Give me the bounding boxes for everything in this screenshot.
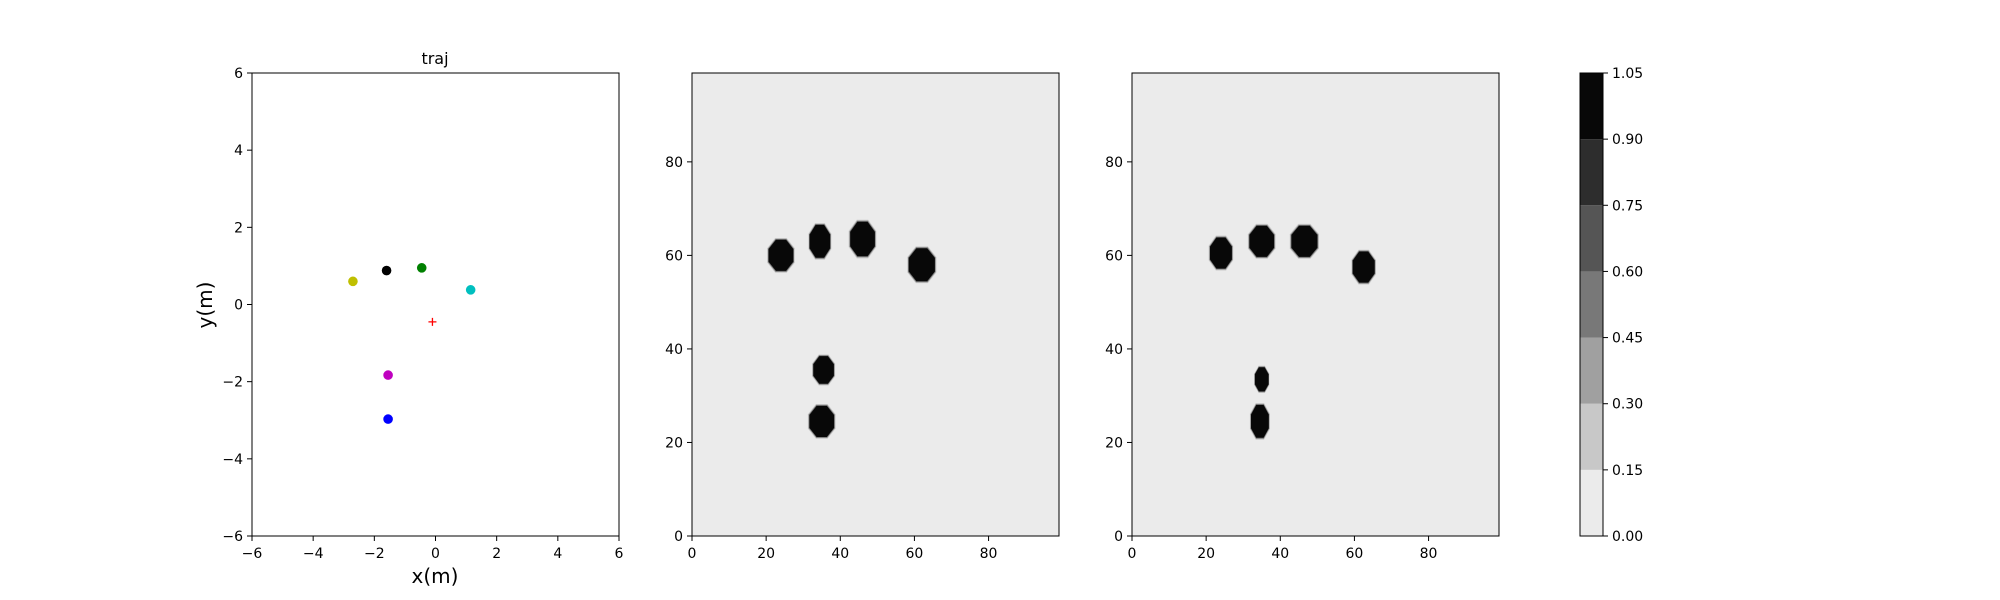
traj-ytick: −4 [222,452,243,468]
trajectory-point [416,263,427,273]
occupancy-blob [809,405,835,437]
heatmap-panel-1: 0 20 40 60 80 0 20 40 60 80 [665,72,1060,562]
occupancy-blob [1210,237,1232,269]
heatmap-2-xtick: 60 [1346,546,1364,562]
colorbar-frame [1579,72,1604,537]
heatmap-2-y-ticks: 0 20 40 60 80 [1105,155,1132,545]
traj-axes-frame [251,72,620,537]
trajectory-point [383,414,393,424]
heatmap-1-ytick: 80 [665,155,683,171]
heatmap-1-y-ticks: 0 20 40 60 80 [665,155,692,545]
traj-markers [348,263,476,424]
colorbar-band [1580,205,1603,272]
heatmap-1-xtick: 20 [757,546,775,562]
occupancy-blob [850,221,875,257]
traj-ytick: −6 [222,529,243,545]
heatmap-2-frame [1131,72,1500,537]
traj-ytick: −2 [222,375,243,391]
colorbar-band [1580,271,1603,338]
heatmap-1-ytick: 60 [665,248,683,264]
colorbar-tick: 0.00 [1612,529,1643,545]
colorbar-tick: 1.05 [1612,66,1643,82]
colorbar-tick: 0.90 [1612,132,1643,148]
traj-y-ticks: −6 −4 −2 0 2 4 6 [222,66,252,545]
heatmap-1-ytick: 0 [674,529,683,545]
occupancy-blob [768,239,794,271]
traj-ytick: 6 [234,66,243,82]
heatmap-2-x-ticks: 0 20 40 60 80 [1128,536,1438,562]
colorbar-bands [1580,73,1603,536]
heatmap-1-xtick: 40 [831,546,849,562]
heatmap-2-background [1132,73,1499,536]
traj-title: traj [421,49,448,68]
heatmap-1-xtick: 60 [906,546,924,562]
trajectory-point [465,285,476,295]
heatmap-2-ytick: 0 [1114,529,1123,545]
colorbar-band [1580,73,1603,140]
traj-x-ticks: −6 −4 −2 0 2 4 6 [242,536,624,562]
occupancy-blob [1352,251,1375,283]
heatmap-2-xtick: 80 [1420,546,1438,562]
heatmap-2-ytick: 60 [1105,248,1123,264]
traj-ytick: 0 [234,298,243,314]
heatmap-2-xtick: 20 [1197,546,1215,562]
heatmap-2-ytick: 20 [1105,435,1123,451]
heatmap-1-xtick: 0 [688,546,697,562]
heatmap-1-background [692,73,1059,536]
heatmap-2-xtick: 40 [1271,546,1289,562]
occupancy-blob [908,248,935,282]
occupancy-blob [1254,367,1269,392]
trajectory-point [383,370,393,380]
traj-y-axis-label: y(m) [193,282,217,329]
heatmap-1-frame [691,72,1060,537]
colorbar: 0.00 0.15 0.30 0.45 0.60 0.75 0.90 1.05 [1579,66,1643,545]
traj-xtick: −4 [303,546,324,562]
traj-scatter-panel: traj −6 −4 −2 0 2 4 6 −6 −4 −2 0 2 4 6 x… [193,49,624,588]
heatmap-1-xtick: 80 [980,546,998,562]
heatmap-1-ytick: 40 [665,342,683,358]
traj-xtick: −6 [242,546,263,562]
traj-xtick: −2 [364,546,385,562]
traj-ytick: 4 [234,143,243,159]
heatmap-2-ytick: 80 [1105,155,1123,171]
colorbar-band [1580,139,1603,206]
heatmap-1-x-ticks: 0 20 40 60 80 [688,536,998,562]
traj-xtick: 2 [492,546,501,562]
colorbar-tick: 0.60 [1612,264,1643,280]
heatmap-1-blobs [767,219,937,439]
colorbar-band [1580,469,1603,536]
trajectory-point [348,276,358,287]
colorbar-band [1580,337,1603,404]
colorbar-tick: 0.75 [1612,198,1643,214]
colorbar-band [1580,403,1603,470]
traj-ytick: 2 [234,220,243,236]
heatmap-2-blobs [1208,223,1376,440]
colorbar-tick: 0.30 [1612,397,1643,413]
occupancy-blob [813,356,834,384]
heatmap-2-xtick: 0 [1128,546,1137,562]
trajectory-point [381,265,392,276]
goal-plus-marker [428,317,437,326]
heatmap-panel-2: 0 20 40 60 80 0 20 40 60 80 [1105,72,1500,562]
occupancy-blob [1249,225,1275,257]
traj-xtick: 4 [553,546,562,562]
colorbar-tick: 0.15 [1612,463,1643,479]
heatmap-1-ytick: 20 [665,435,683,451]
heatmap-2-ytick: 40 [1105,342,1123,358]
occupancy-blob [809,224,831,258]
traj-x-axis-label: x(m) [412,564,459,588]
traj-xtick: 0 [431,546,440,562]
colorbar-ticks: 0.00 0.15 0.30 0.45 0.60 0.75 0.90 1.05 [1603,66,1643,545]
occupancy-blob [1251,405,1269,438]
occupancy-blob [1291,225,1318,257]
traj-xtick: 6 [615,546,624,562]
colorbar-tick: 0.45 [1612,331,1643,347]
